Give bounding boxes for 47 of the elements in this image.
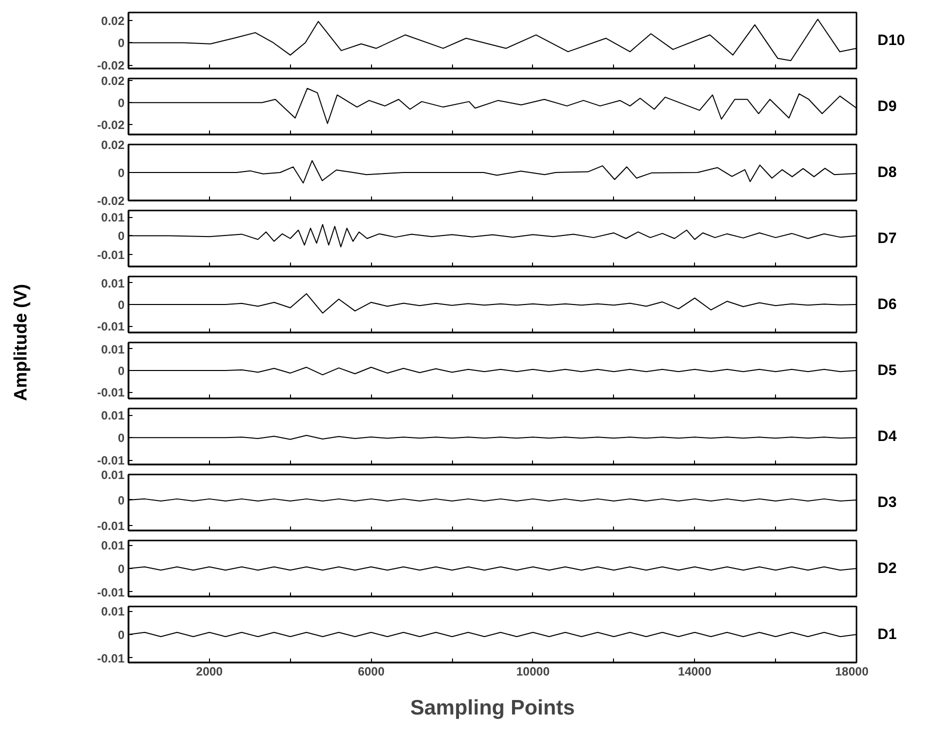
y-tick-label: -0.01 <box>97 386 125 400</box>
y-tick-label: 0.01 <box>101 342 125 356</box>
y-tick-label: 0 <box>118 493 125 508</box>
series-label: D10 <box>878 32 906 49</box>
y-axis-title: Amplitude (V) <box>10 284 30 401</box>
series-label: D9 <box>878 98 897 115</box>
y-tick-label: 0 <box>118 166 125 180</box>
x-tick-label: 2000 <box>196 664 224 678</box>
y-tick-label: 0 <box>118 36 125 50</box>
y-tick-label: -0.01 <box>97 320 125 334</box>
y-tick-label: 0 <box>118 364 125 378</box>
y-tick-label: 0 <box>118 431 125 446</box>
y-tick-label: 0.01 <box>101 604 125 619</box>
y-tick-label: -0.01 <box>97 518 125 533</box>
y-tick-label: 0 <box>118 628 125 642</box>
y-tick-label: 0.01 <box>101 408 125 423</box>
y-tick-label: -0.02 <box>97 118 125 132</box>
y-tick-label: -0.01 <box>97 454 125 468</box>
series-label: D1 <box>878 626 897 643</box>
y-tick-label: 0.01 <box>101 210 125 225</box>
x-tick-label: 6000 <box>358 664 385 678</box>
y-tick-label: 0.01 <box>101 538 125 553</box>
x-tick-label: 10000 <box>516 664 550 678</box>
series-label: D8 <box>878 164 897 181</box>
y-tick-label: -0.02 <box>97 194 125 208</box>
series-label: D5 <box>878 362 897 379</box>
y-tick-label: 0.01 <box>101 468 125 482</box>
y-tick-label: 0 <box>118 229 125 244</box>
series-label: D7 <box>878 230 897 247</box>
series-label: D3 <box>878 494 897 511</box>
series-label: D2 <box>878 560 897 577</box>
y-tick-label: 0.02 <box>101 138 125 152</box>
series-label: D6 <box>878 296 897 313</box>
y-tick-label: 0 <box>118 96 125 110</box>
x-axis-title: Sampling Points <box>410 696 575 720</box>
y-tick-label: -0.01 <box>97 248 125 262</box>
y-tick-label: 0.01 <box>101 276 125 290</box>
x-tick-label: 18000 <box>835 664 869 678</box>
series-label: D4 <box>878 428 898 445</box>
y-tick-label: -0.02 <box>97 58 125 73</box>
y-tick-label: -0.01 <box>97 651 125 666</box>
y-tick-label: 0.02 <box>101 14 125 28</box>
y-tick-label: 0.02 <box>101 74 125 88</box>
y-tick-label: 0 <box>118 562 125 576</box>
y-tick-label: 0 <box>118 298 125 312</box>
y-tick-label: -0.01 <box>97 585 125 600</box>
x-tick-label: 14000 <box>678 664 712 678</box>
